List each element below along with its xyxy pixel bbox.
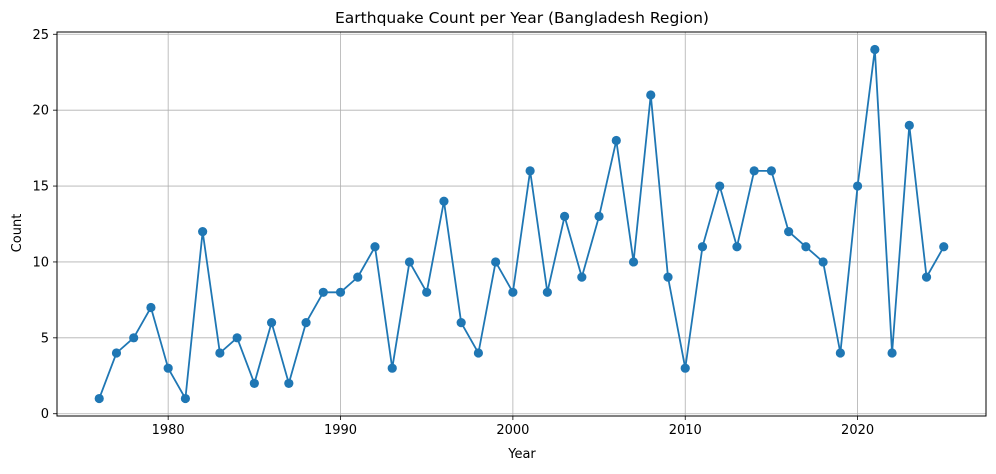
data-point: 1979: 7: [146, 302, 156, 313]
data-point: 2023: 19: [904, 120, 914, 130]
data-point: 1982: 12: [198, 226, 208, 237]
data-point: 1999: 10: [491, 257, 501, 267]
y-tick-label: 20: [32, 104, 49, 119]
x-tick-label: 2020: [841, 423, 874, 438]
data-point: 2003: 13: [559, 211, 570, 222]
data-point: 2020: 15: [852, 181, 863, 191]
data-point: 1988: 6: [301, 318, 311, 328]
data-point: 1990: 8: [335, 287, 346, 297]
y-tick-label: 0: [41, 407, 49, 422]
x-tick-label: 2000: [496, 423, 529, 438]
data-point: 2000: 8: [508, 287, 518, 297]
data-point: 1987: 2: [284, 378, 294, 388]
y-axis-label: Count: [10, 214, 25, 253]
data-point: 2022: 4: [887, 348, 897, 358]
data-point: 1989: 8: [318, 287, 328, 297]
data-point: 1994: 10: [404, 257, 415, 267]
data-point: 2008: 21: [646, 90, 656, 100]
y-tick-label: 5: [41, 331, 49, 346]
data-point: 1992: 11: [370, 242, 380, 252]
grid: [57, 32, 986, 416]
data-point: 1997: 6: [456, 318, 466, 328]
data-point: 1983: 4: [215, 348, 225, 358]
data-point: 1991: 9: [353, 272, 363, 282]
x-tick-label: 1990: [324, 423, 357, 438]
data-point: 2012: 15: [715, 181, 725, 191]
data-point: 2011: 11: [697, 242, 708, 252]
data-point: 2009: 9: [663, 272, 673, 282]
data-point: 1986: 6: [266, 318, 277, 328]
data-point: 2021: 24: [870, 44, 880, 55]
data-point: 1985: 2: [249, 378, 259, 388]
data-point: 2018: 10: [818, 257, 828, 267]
data-point: 1995: 8: [422, 287, 432, 297]
data-point: 2013: 11: [732, 242, 742, 252]
data-point: 2007: 10: [628, 257, 639, 267]
data-point: 2017: 11: [801, 242, 811, 252]
data-point: 2024: 9: [921, 272, 932, 282]
plot-frame: [56, 31, 987, 417]
data-point: 1978: 5: [129, 333, 139, 343]
data-point: 1998: 4: [473, 348, 484, 358]
x-tick-label: 2010: [669, 423, 702, 438]
data-point: 1980: 3: [163, 363, 173, 373]
data-point: 2014: 16: [749, 166, 759, 176]
series-line: [98, 48, 945, 400]
x-axis-label: Year: [507, 447, 536, 462]
data-point: 2002: 8: [542, 287, 552, 297]
data-point: 2010: 3: [680, 363, 690, 373]
data-point: 1993: 3: [387, 363, 397, 373]
data-point: 2016: 12: [784, 226, 794, 237]
data-point: 2006: 18: [611, 135, 621, 146]
data-point: 2004: 9: [577, 272, 587, 282]
data-point: 1976: 1: [94, 393, 104, 404]
y-tick-label: 10: [32, 255, 49, 270]
y-tick-label: 25: [32, 28, 49, 43]
x-tick-label: 1980: [152, 423, 185, 438]
chart-title: Earthquake Count per Year (Bangladesh Re…: [335, 9, 709, 27]
y-tick-label: 15: [32, 180, 49, 195]
data-point: 1981: 1: [180, 393, 191, 404]
data-point: 1984: 5: [232, 333, 242, 343]
axis-ticks: 1980 1990 2000 2010 2020 0 5 10 15 20 25: [32, 28, 874, 438]
series-count: 1976: 1 1977: 4 1978: 5 1979: 7 1980: 3 1981:…: [94, 44, 949, 404]
data-point: 1977: 4: [111, 348, 122, 358]
data-point: 1996: 14: [439, 196, 449, 206]
data-point: 2015: 16: [766, 166, 777, 176]
data-point: 2019: 4: [835, 348, 845, 358]
data-point: 2001: 16: [525, 166, 535, 176]
